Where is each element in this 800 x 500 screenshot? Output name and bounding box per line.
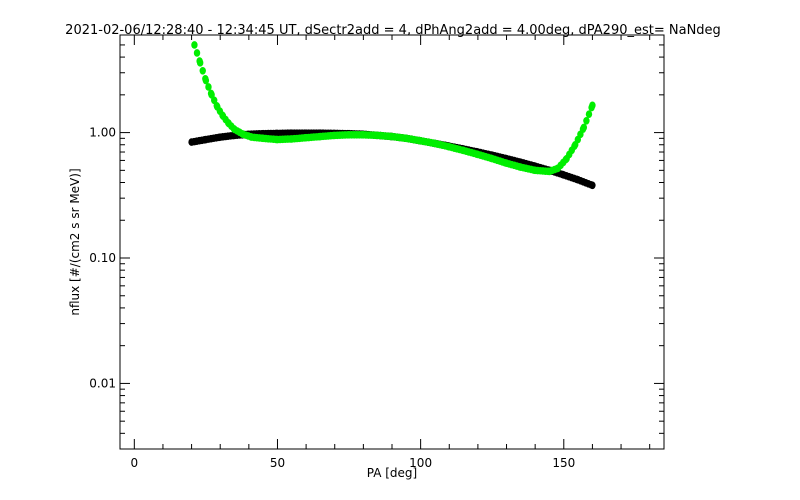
data-point — [580, 123, 588, 132]
y-tick-label: 1.00 — [89, 126, 116, 140]
data-point — [205, 83, 212, 91]
data-point — [191, 41, 198, 49]
y-axis: 0.01 0.10 1.00 — [89, 34, 664, 450]
data-point — [196, 59, 204, 67]
x-axis-title: PA [deg] — [367, 466, 417, 480]
x-axis: 0 50 100 150 — [130, 35, 651, 470]
data-point — [589, 181, 596, 190]
y-axis-title: nflux [#/(cm2 s sr MeV)] — [68, 168, 82, 315]
chart-title: 2021-02-06/12:28:40 - 12:34:45 UT, dSect… — [65, 23, 721, 38]
x-tick-label: 0 — [130, 456, 138, 470]
data-point — [199, 66, 206, 75]
x-tick-label: 100 — [409, 456, 432, 470]
data-point — [193, 49, 201, 57]
x-tick-label: 50 — [270, 456, 285, 470]
data-point — [583, 116, 590, 125]
x-tick-label: 150 — [552, 456, 575, 470]
y-tick-label: 0.10 — [89, 251, 116, 265]
series-layer — [188, 41, 596, 190]
data-point — [202, 76, 210, 85]
data-point — [585, 110, 593, 118]
data-point — [589, 101, 596, 110]
series-1 — [191, 41, 596, 176]
plot-frame — [119, 34, 665, 450]
y-tick-label: 0.01 — [89, 376, 116, 390]
